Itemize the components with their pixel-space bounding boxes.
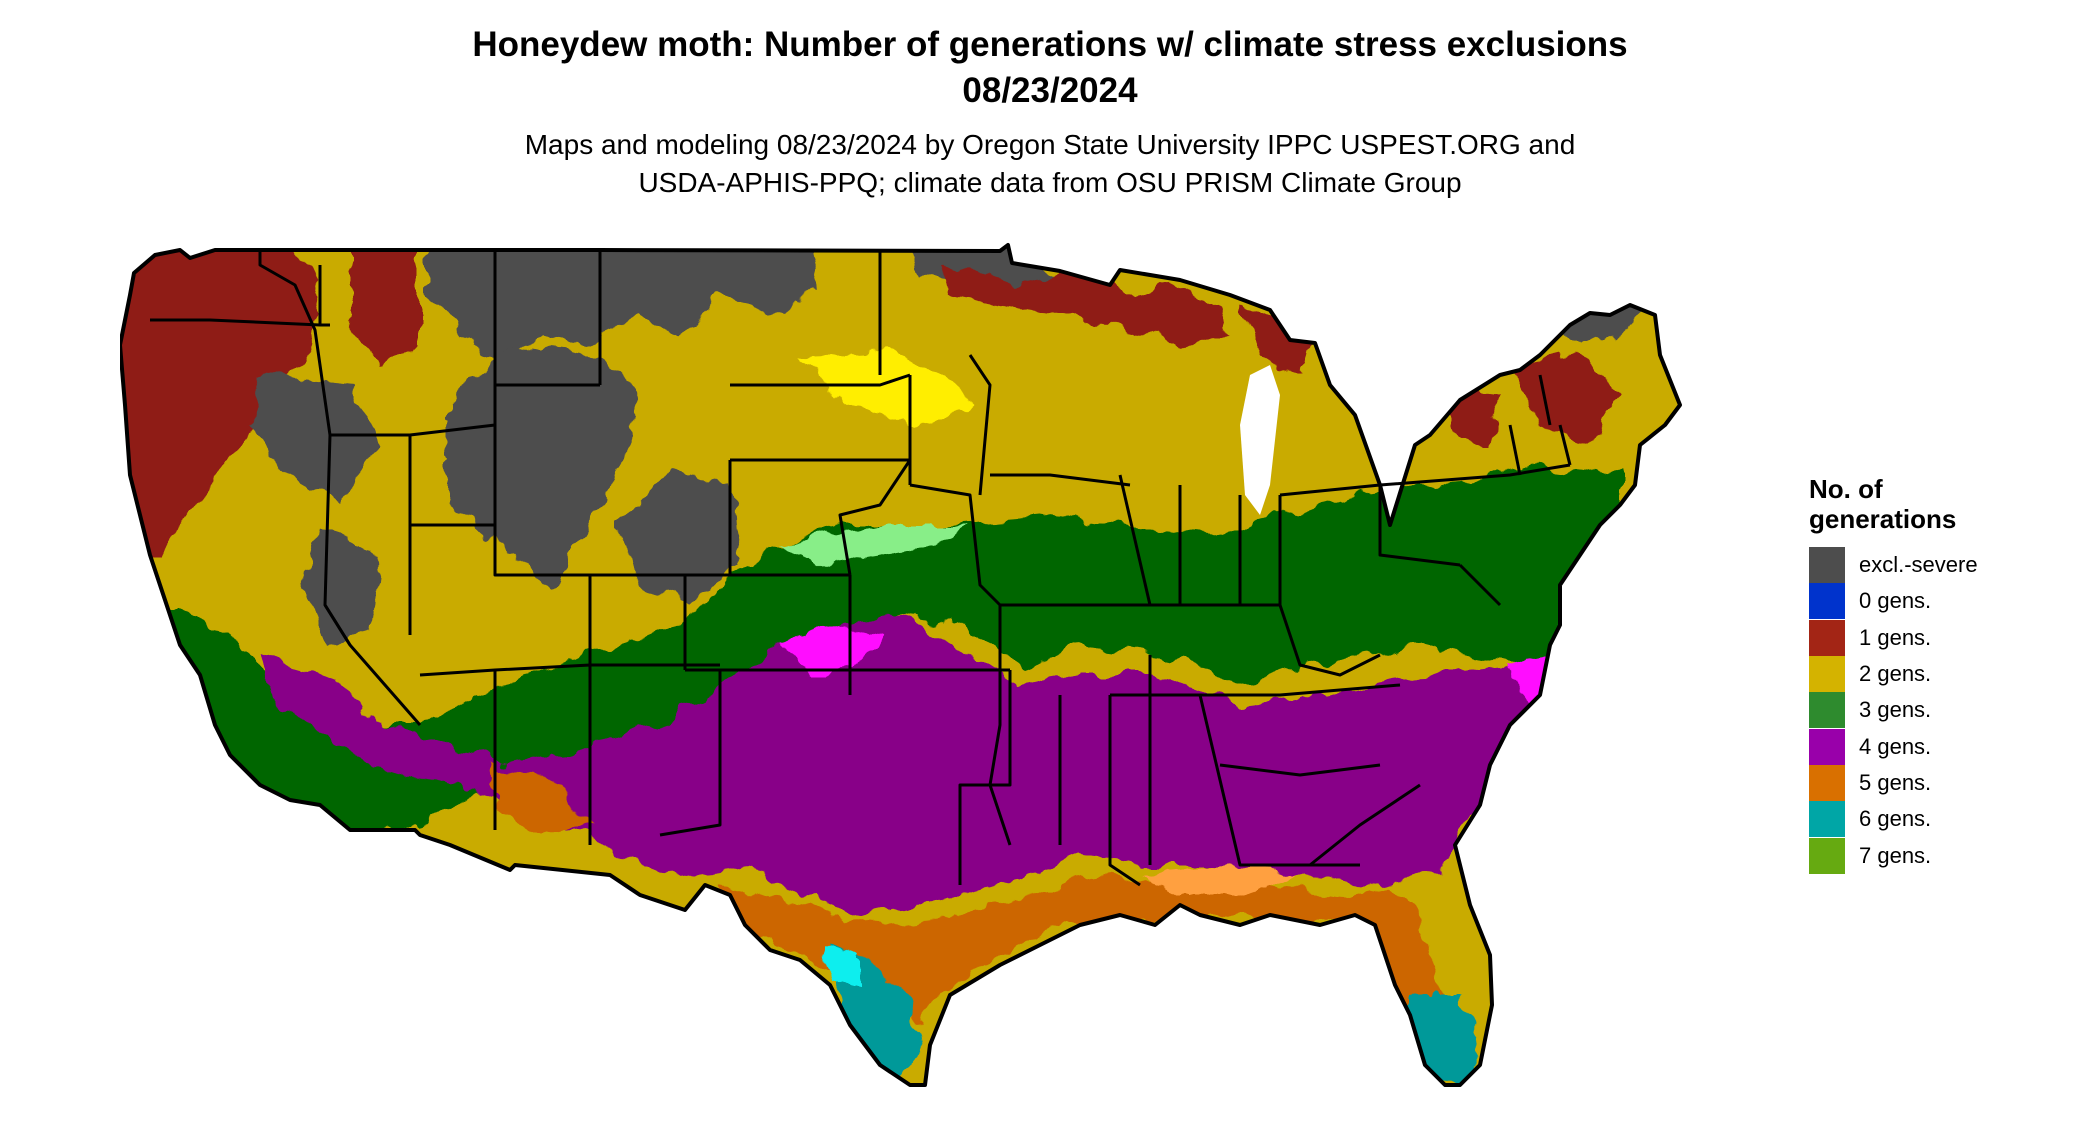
legend-swatch — [1809, 547, 1845, 584]
legend-item: 2 gens. — [1809, 656, 1978, 693]
legend-swatch — [1809, 619, 1845, 656]
state-border — [1309, 783, 1421, 867]
state-border — [988, 605, 1012, 846]
legend-label: 3 gens. — [1859, 697, 1932, 723]
legend-label: 1 gens. — [1859, 624, 1932, 650]
zone-5-gen-arizona — [490, 765, 590, 835]
zone-7-gen-keys — [1420, 1100, 1460, 1120]
lake-michigan — [1240, 365, 1280, 515]
legend-item: 4 gens. — [1809, 728, 1978, 765]
zone-2-gen-yellow-dakotas — [800, 350, 970, 425]
zone-1-gen-idaho — [350, 245, 420, 365]
state-border — [258, 250, 332, 436]
title-date: 08/23/2024 — [962, 71, 1138, 110]
zone-3-gen-light-edge — [780, 525, 970, 565]
map-title: Honeydew moth: Number of generations w/ … — [0, 22, 2100, 114]
state-border — [958, 670, 1012, 885]
state-border — [909, 483, 1002, 607]
zone-4-gen-magenta-oklahoma — [780, 625, 880, 675]
title-line-1: Honeydew moth: Number of generations w/ … — [472, 25, 1628, 64]
legend-title: No. of generations — [1809, 474, 1978, 534]
state-border — [1279, 483, 1381, 497]
zone-1-gen-great-lakes — [940, 265, 1230, 345]
legend: No. of generations excl.-severe 0 gens. 1 … — [1809, 474, 1978, 874]
legend-title-line-1: No. of — [1809, 474, 1883, 504]
legend-label: 4 gens. — [1859, 733, 1932, 759]
subtitle-line-2: USDA-APHIS-PPQ; climate data from OSU PR… — [638, 167, 1462, 198]
legend-item: 7 gens. — [1809, 837, 1978, 874]
zone-1-gen-new-england — [1510, 355, 1620, 445]
legend-swatch — [1809, 801, 1845, 838]
legend-title-line-2: generations — [1809, 504, 1957, 534]
zone-5-gen-light-gulf — [1140, 865, 1300, 895]
state-border — [1458, 563, 1502, 607]
map-subtitle: Maps and modeling 08/23/2024 by Oregon S… — [0, 126, 2100, 202]
legend-swatch — [1809, 583, 1845, 620]
legend-label: excl.-severe — [1859, 552, 1978, 578]
legend-item: 1 gens. — [1809, 619, 1978, 656]
zone-1-gen-michigan-up — [1240, 305, 1310, 375]
state-border — [1110, 683, 1401, 697]
us-generations-map — [120, 243, 1682, 1120]
state-border — [1558, 424, 1572, 466]
legend-swatch — [1809, 728, 1845, 765]
legend-item: 6 gens. — [1809, 801, 1978, 838]
legend-item: excl.-severe — [1809, 547, 1978, 584]
legend-swatch — [1809, 837, 1845, 874]
zone-severe-wyoming — [450, 345, 640, 585]
legend-label: 6 gens. — [1859, 806, 1932, 832]
state-border — [968, 354, 992, 496]
legend-label: 5 gens. — [1859, 769, 1932, 795]
legend-item: 3 gens. — [1809, 692, 1978, 729]
state-border — [838, 459, 912, 576]
legend-swatch — [1809, 692, 1845, 729]
zone-severe-nevada — [300, 525, 380, 645]
zone-6-gen-cyan-texas — [820, 945, 860, 985]
state-border — [659, 668, 722, 837]
legend-item: 0 gens. — [1809, 583, 1978, 620]
state-border — [1538, 374, 1552, 426]
legend-label: 2 gens. — [1859, 661, 1932, 687]
state-border — [1379, 463, 1571, 487]
state-border — [730, 373, 911, 387]
zone-severe-montana — [430, 245, 820, 365]
legend-label: 7 gens. — [1859, 842, 1932, 868]
state-border — [1219, 763, 1381, 777]
zone-6-gen-south-florida — [1410, 995, 1480, 1085]
legend-label: 0 gens. — [1859, 588, 1932, 614]
state-border — [323, 604, 422, 726]
legend-swatch — [1809, 656, 1845, 693]
legend-item: 5 gens. — [1809, 764, 1978, 801]
state-border — [1508, 424, 1522, 476]
state-border — [1378, 485, 1461, 567]
subtitle-line-1: Maps and modeling 08/23/2024 by Oregon S… — [524, 129, 1576, 160]
zone-4-generations — [260, 615, 1600, 915]
zone-severe-great-basin — [250, 375, 380, 505]
state-border — [1278, 604, 1381, 677]
state-border — [1108, 695, 1141, 887]
zone-severe-colorado — [620, 465, 740, 605]
state-border — [150, 318, 330, 327]
legend-swatch — [1809, 764, 1845, 801]
state-border — [1118, 474, 1152, 606]
state-border — [1198, 694, 1360, 867]
state-border — [990, 473, 1131, 487]
legend-items: excl.-severe 0 gens. 1 gens. 2 gens. 3 gens.… — [1809, 547, 1978, 874]
